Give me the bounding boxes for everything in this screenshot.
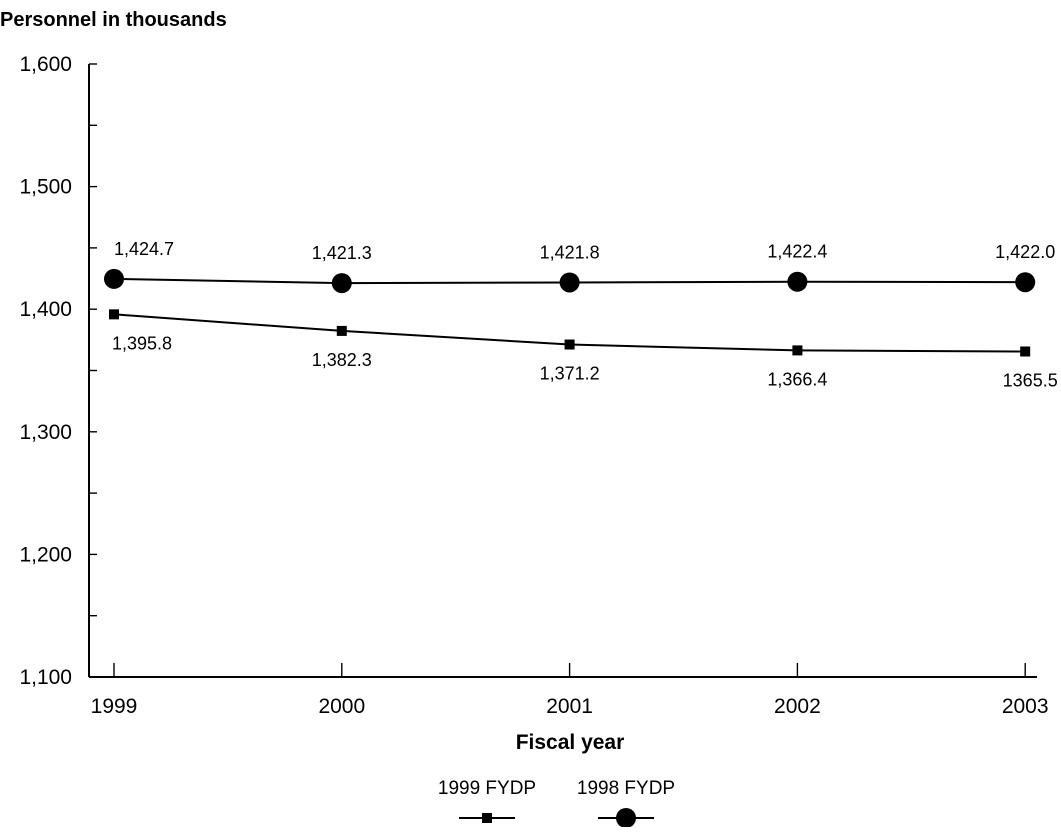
legend-item: 1998 FYDP: [577, 778, 675, 828]
y-tick-label: 1,200: [19, 543, 72, 566]
data-label: 1365.5: [1003, 370, 1058, 390]
data-point: [787, 271, 808, 292]
x-tick-label: 2003: [1002, 695, 1049, 718]
x-tick-label: 1999: [91, 695, 138, 718]
x-tick-label: 2002: [774, 695, 821, 718]
data-point: [1015, 272, 1036, 293]
axes: 1,100 1,200 1,300 1,400 1,500 1,600 1999 2000 20…: [19, 53, 1048, 718]
series-square: 1,395.8 1,382.3 1,371.2 1,366.4 1365.5: [109, 309, 1058, 390]
data-point: [331, 273, 352, 294]
data-point: [336, 325, 347, 336]
y-axis-title: Personnel in thousands: [0, 9, 227, 31]
data-point: [1020, 346, 1031, 357]
data-label: 1,382.3: [312, 350, 372, 370]
data-label: 1,421.3: [312, 243, 372, 263]
data-label: 1,421.8: [540, 242, 600, 262]
y-tick-label: 1,300: [19, 421, 72, 444]
x-tick-label: 2000: [318, 695, 365, 718]
data-label: 1,395.8: [112, 333, 172, 353]
legend-marker-circle: [616, 808, 636, 828]
series-circle: 1,424.7 1,421.3 1,421.8 1,422.4 1,422.0: [104, 239, 1055, 294]
legend-item: 1999 FYDP: [438, 778, 536, 823]
data-label: 1,422.4: [767, 242, 827, 262]
y-tick-label: 1,600: [19, 53, 72, 76]
legend: 1999 FYDP 1998 FYDP: [438, 778, 675, 828]
data-label: 1,424.7: [114, 239, 174, 259]
legend-label: 1998 FYDP: [577, 778, 675, 799]
x-axis-title: Fiscal year: [516, 731, 625, 754]
data-point: [792, 345, 803, 356]
y-tick-label: 1,100: [19, 666, 72, 689]
y-tick-label: 1,500: [19, 176, 72, 199]
legend-label: 1999 FYDP: [438, 778, 536, 799]
legend-marker-square: [482, 813, 492, 823]
series-layer: 1,395.8 1,382.3 1,371.2 1,366.4 1365.5 1,424.…: [104, 239, 1058, 390]
data-label: 1,366.4: [767, 369, 827, 389]
data-label: 1,371.2: [540, 364, 600, 384]
data-point: [104, 268, 124, 289]
data-point: [564, 339, 575, 350]
data-point: [559, 272, 580, 293]
y-tick-label: 1,400: [19, 298, 72, 321]
data-point: [109, 309, 119, 320]
data-label: 1,422.0: [995, 242, 1055, 262]
x-tick-label: 2001: [546, 695, 593, 718]
